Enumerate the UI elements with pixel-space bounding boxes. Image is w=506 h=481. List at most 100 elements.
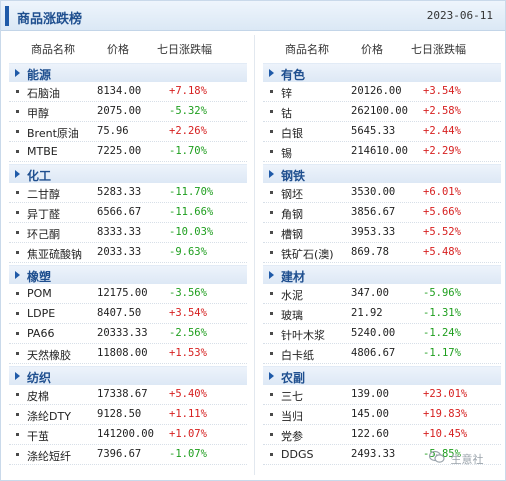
commodity-price: 11808.00	[97, 347, 148, 359]
commodity-row[interactable]: 涤纶短纤 7396.67 -1.07%	[9, 445, 247, 465]
commodity-name[interactable]: PA66	[27, 327, 55, 340]
commodity-price: 145.00	[351, 408, 389, 420]
column-header-name: 商品名称	[31, 43, 75, 56]
commodity-row[interactable]: 铁矿石(澳) 869.78 +5.48%	[263, 243, 501, 263]
commodity-name[interactable]: 党参	[281, 430, 303, 443]
commodity-row[interactable]: 角钢 3856.67 +5.66%	[263, 203, 501, 223]
commodity-row[interactable]: MTBE 7225.00 -1.70%	[9, 142, 247, 162]
commodity-change: -5.32%	[169, 105, 207, 117]
commodity-name[interactable]: POM	[27, 287, 52, 300]
commodity-name[interactable]: 天然橡胶	[27, 349, 71, 362]
commodity-row[interactable]: Brent原油 75.96 +2.26%	[9, 122, 247, 142]
watermark: 生意社	[428, 450, 484, 468]
commodity-name[interactable]: LDPE	[27, 307, 56, 320]
square-bullet-icon	[16, 292, 19, 295]
commodity-name[interactable]: 涤纶短纤	[27, 450, 71, 463]
commodity-change: +7.18%	[169, 85, 207, 97]
commodity-name[interactable]: 钢坯	[281, 188, 303, 201]
commodity-row[interactable]: 焦亚硫酸钠 2033.33 -9.63%	[9, 243, 247, 263]
commodity-change: +10.45%	[423, 428, 468, 440]
commodity-name[interactable]: 异丁醛	[27, 208, 60, 221]
commodity-name[interactable]: 环己酮	[27, 228, 60, 241]
commodity-name[interactable]: 焦亚硫酸钠	[27, 248, 82, 261]
square-bullet-icon	[270, 453, 273, 456]
commodity-price: 262100.00	[351, 105, 408, 117]
commodity-name[interactable]: 白银	[281, 127, 303, 140]
commodity-row[interactable]: 当归 145.00 +19.83%	[263, 405, 501, 425]
commodity-change: +6.01%	[423, 186, 461, 198]
commodity-row[interactable]: 三七 139.00 +23.01%	[263, 385, 501, 405]
commodity-row[interactable]: 锌 20126.00 +3.54%	[263, 82, 501, 102]
commodity-row[interactable]: 钢坯 3530.00 +6.01%	[263, 183, 501, 203]
commodity-name[interactable]: 甲醇	[27, 107, 49, 120]
commodity-name[interactable]: 石脑油	[27, 87, 60, 100]
commodity-name[interactable]: 二甘醇	[27, 188, 60, 201]
commodity-row[interactable]: 干茧 141200.00 +1.07%	[9, 425, 247, 445]
commodity-name[interactable]: 玻璃	[281, 309, 303, 322]
commodity-name[interactable]: 干茧	[27, 430, 49, 443]
column-header-change: 七日涨跌幅	[157, 43, 212, 56]
wechat-icon	[428, 450, 445, 467]
commodity-row[interactable]: 异丁醛 6566.67 -11.66%	[9, 203, 247, 223]
commodity-row[interactable]: 党参 122.60 +10.45%	[263, 425, 501, 445]
commodity-row[interactable]: 水泥 347.00 -5.96%	[263, 284, 501, 304]
commodity-name[interactable]: 三七	[281, 390, 303, 403]
commodity-row[interactable]: DDGS 2493.33 -5.85%	[263, 445, 501, 465]
commodity-change: +19.83%	[423, 408, 468, 420]
column-header-name: 商品名称	[285, 43, 329, 56]
commodity-name[interactable]: 皮棉	[27, 390, 49, 403]
commodity-change: +3.54%	[169, 307, 207, 319]
column-header-price: 价格	[107, 43, 129, 56]
square-bullet-icon	[270, 393, 273, 396]
commodity-name[interactable]: MTBE	[27, 145, 58, 158]
commodity-row[interactable]: 针叶木浆 5240.00 -1.24%	[263, 324, 501, 344]
commodity-name[interactable]: 槽钢	[281, 228, 303, 241]
commodity-row[interactable]: 甲醇 2075.00 -5.32%	[9, 102, 247, 122]
square-bullet-icon	[16, 453, 19, 456]
commodity-row[interactable]: 钴 262100.00 +2.58%	[263, 102, 501, 122]
column-header: 商品名称 价格 七日涨跌幅	[263, 35, 501, 61]
header-accent-bar	[5, 6, 9, 26]
square-bullet-icon	[270, 110, 273, 113]
commodity-row[interactable]: LDPE 8407.50 +3.54%	[9, 304, 247, 324]
square-bullet-icon	[270, 413, 273, 416]
commodity-row[interactable]: POM 12175.00 -3.56%	[9, 284, 247, 304]
commodity-price: 8134.00	[97, 85, 142, 97]
column-header-change: 七日涨跌幅	[411, 43, 466, 56]
commodity-name[interactable]: 锌	[281, 87, 292, 100]
commodity-name[interactable]: 铁矿石(澳)	[281, 248, 334, 261]
commodity-name[interactable]: 钴	[281, 107, 292, 120]
commodity-row[interactable]: 天然橡胶 11808.00 +1.53%	[9, 344, 247, 364]
commodity-row[interactable]: 涤纶DTY 9128.50 +1.11%	[9, 405, 247, 425]
commodity-name[interactable]: 针叶木浆	[281, 329, 325, 342]
commodity-row[interactable]: PA66 20333.33 -2.56%	[9, 324, 247, 344]
commodity-row[interactable]: 皮棉 17338.67 +5.40%	[9, 385, 247, 405]
commodity-row[interactable]: 白银 5645.33 +2.44%	[263, 122, 501, 142]
commodity-row[interactable]: 二甘醇 5283.33 -11.70%	[9, 183, 247, 203]
commodity-row[interactable]: 环己酮 8333.33 -10.03%	[9, 223, 247, 243]
commodity-price: 8407.50	[97, 307, 142, 319]
commodity-name[interactable]: 当归	[281, 410, 303, 423]
commodity-name[interactable]: DDGS	[281, 448, 314, 461]
commodity-row[interactable]: 玻璃 21.92 -1.31%	[263, 304, 501, 324]
commodity-name[interactable]: 白卡纸	[281, 349, 314, 362]
commodity-row[interactable]: 石脑油 8134.00 +7.18%	[9, 82, 247, 102]
commodity-name[interactable]: 水泥	[281, 289, 303, 302]
commodity-price: 5240.00	[351, 327, 396, 339]
square-bullet-icon	[16, 150, 19, 153]
square-bullet-icon	[16, 312, 19, 315]
commodity-name[interactable]: 涤纶DTY	[27, 410, 71, 423]
category-header: 有色	[263, 63, 501, 82]
commodity-price: 12175.00	[97, 287, 148, 299]
commodity-row[interactable]: 槽钢 3953.33 +5.52%	[263, 223, 501, 243]
commodity-change: +1.07%	[169, 428, 207, 440]
column-header-price: 价格	[361, 43, 383, 56]
commodity-row[interactable]: 锡 214610.00 +2.29%	[263, 142, 501, 162]
commodity-name[interactable]: 角钢	[281, 208, 303, 221]
commodity-name[interactable]: 锡	[281, 147, 292, 160]
commodity-change: +5.48%	[423, 246, 461, 258]
commodity-name[interactable]: Brent原油	[27, 127, 79, 140]
commodity-row[interactable]: 白卡纸 4806.67 -1.17%	[263, 344, 501, 364]
commodity-price: 3856.67	[351, 206, 396, 218]
commodity-price: 2493.33	[351, 448, 396, 460]
